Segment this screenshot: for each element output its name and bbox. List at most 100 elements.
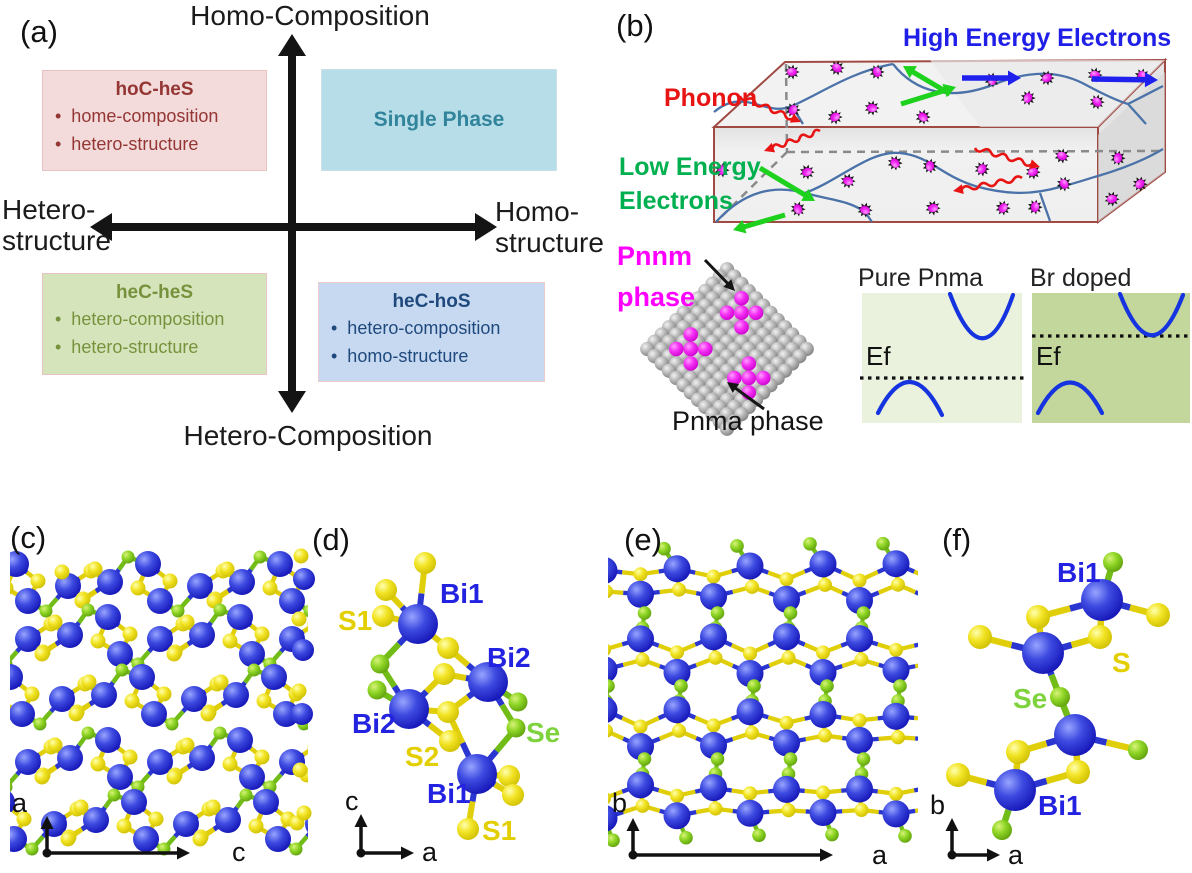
svg-label: Se [526,717,560,748]
bond [933,780,934,786]
atom-bi [882,702,910,730]
bond [315,699,326,712]
atom-s [222,756,238,772]
atom-se [930,606,944,620]
atom-bi [773,623,800,651]
atom-s [122,626,138,642]
atom-magenta [668,341,684,357]
atom-s [708,650,723,665]
atom-se [253,550,267,564]
particle-core [793,204,803,214]
atom-magenta [683,341,699,357]
atom-s [635,652,650,667]
atom-s [779,572,794,587]
atom-bi [457,754,497,794]
grain-boundary-top2 [892,63,1129,106]
bond [934,652,935,663]
axis-label-hetero-structure-line2: structure [2,225,111,256]
bond [365,577,375,583]
atom-bi [736,552,764,580]
atom-bi [57,622,83,648]
bond [570,603,572,613]
atom-s [1088,625,1112,649]
atom-s [999,714,1013,728]
bond [591,550,598,560]
atom-s [852,573,867,588]
atom-s [30,573,46,589]
particle-core [1135,179,1145,189]
bond [569,774,570,778]
quadrant-hec-hos-bullets: • hetero-composition • homo-structure [319,314,544,370]
axis-origin-dot [628,850,638,860]
particle-core [918,112,928,122]
arrowhead [278,34,306,56]
svg-label: a [422,837,438,867]
atom-s [457,818,479,840]
particle-core [927,203,939,213]
bond [971,677,973,686]
bond [951,716,969,718]
svg-label: a [872,840,888,870]
panel-e-label: (e) [624,522,662,557]
bond [915,736,918,741]
atom-gray [719,421,735,436]
arrowhead [1144,72,1158,88]
atom-bi [809,799,837,827]
atom-s [633,567,648,582]
bond [933,593,952,599]
low-energy-line1: Low Energy [619,153,761,181]
bond [933,573,951,580]
quadrant-hec-hes-title: heC-heS [115,282,194,303]
atom-s [116,818,132,834]
atom-bi [468,662,508,702]
axis-label-homo-composition: Homo-Composition [190,0,430,31]
bond [587,731,606,738]
bond [586,570,604,572]
atom-bi [0,641,1,667]
bond [570,621,571,629]
panel-c-structure [0,550,375,856]
bond [935,767,936,775]
bond [608,789,623,800]
arrowhead [475,213,497,241]
atom-se [1050,687,1070,707]
bond [608,676,609,678]
atom-s [706,569,721,584]
atom-se [213,726,227,740]
hidden-edge-diagonal [716,151,788,222]
atom-bi [608,656,618,683]
bond [302,625,308,634]
atom-se [289,842,303,856]
atom-se [971,832,985,846]
bond [0,689,5,701]
atom-s [502,784,524,806]
bond [1006,717,1024,720]
band-panel-pure-pnma [862,293,1022,423]
atom-s [16,811,32,827]
atom-s [891,577,905,592]
bond [0,799,2,803]
phonon-squiggle [960,175,1023,191]
bond [608,686,611,694]
atom-se [1003,606,1017,620]
atom-se [637,752,652,766]
axis-label-homo-structure: Homo- structure [495,196,604,258]
arrowhead [40,816,54,829]
bond [988,592,1005,597]
atom-magenta [748,305,764,321]
atom-s [90,633,106,649]
atom-bi [57,745,83,771]
arrowhead [945,818,959,831]
bond [604,570,605,581]
band-diagrams [860,291,1192,423]
atom-se [856,752,871,766]
atom-bi [956,803,983,830]
bond [604,705,605,709]
atom-se [825,827,839,842]
bond [933,641,951,644]
atom-s [999,570,1013,584]
atom-s [818,728,832,743]
atom-bi [107,764,133,790]
bond [568,718,586,726]
particle-core [832,63,842,73]
